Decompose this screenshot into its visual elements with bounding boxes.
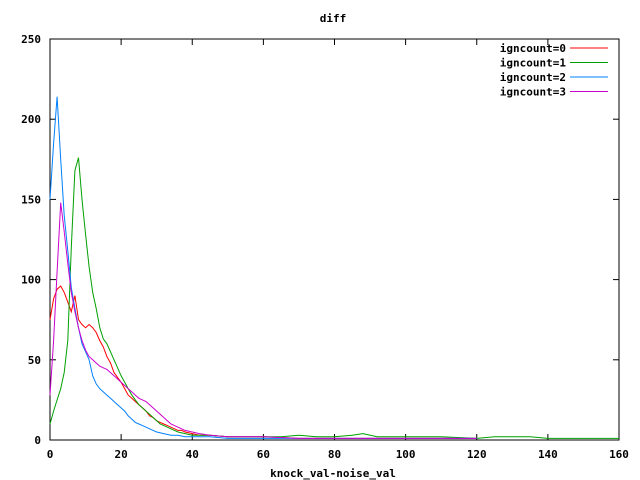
series-line-1	[49, 157, 619, 439]
y-tick-label: 50	[28, 354, 41, 367]
x-tick-label: 0	[47, 448, 54, 461]
plot-frame	[49, 38, 620, 441]
y-tick-label: 250	[21, 33, 41, 46]
legend-label: igncount=2	[500, 71, 566, 84]
chart-title: diff	[320, 12, 347, 25]
x-tick-label: 120	[467, 448, 487, 461]
series-line-3	[49, 202, 477, 439]
legend-label: igncount=0	[500, 42, 566, 55]
series-lines	[49, 96, 619, 439]
x-tick-label: 100	[396, 448, 416, 461]
y-tick-label: 100	[21, 274, 41, 287]
axes: 0 20 40 60 80 100 120 140 160 0 50 100 150 200 250	[21, 33, 629, 461]
x-tick-label: 140	[538, 448, 558, 461]
x-tick-label: 60	[257, 448, 270, 461]
y-tick-label: 150	[21, 193, 41, 206]
legend-label: igncount=1	[500, 57, 567, 70]
x-tick-label: 20	[115, 448, 128, 461]
legend-label: igncount=3	[500, 86, 566, 99]
x-tick-label: 40	[186, 448, 199, 461]
y-tick-label: 0	[34, 434, 41, 447]
series-line-0	[49, 285, 477, 439]
x-tick-label: 160	[609, 448, 629, 461]
y-tick-label: 200	[21, 113, 41, 126]
series-line-2	[49, 96, 477, 439]
x-tick-label: 80	[328, 448, 341, 461]
x-axis-label: knock_val-noise_val	[270, 467, 396, 480]
